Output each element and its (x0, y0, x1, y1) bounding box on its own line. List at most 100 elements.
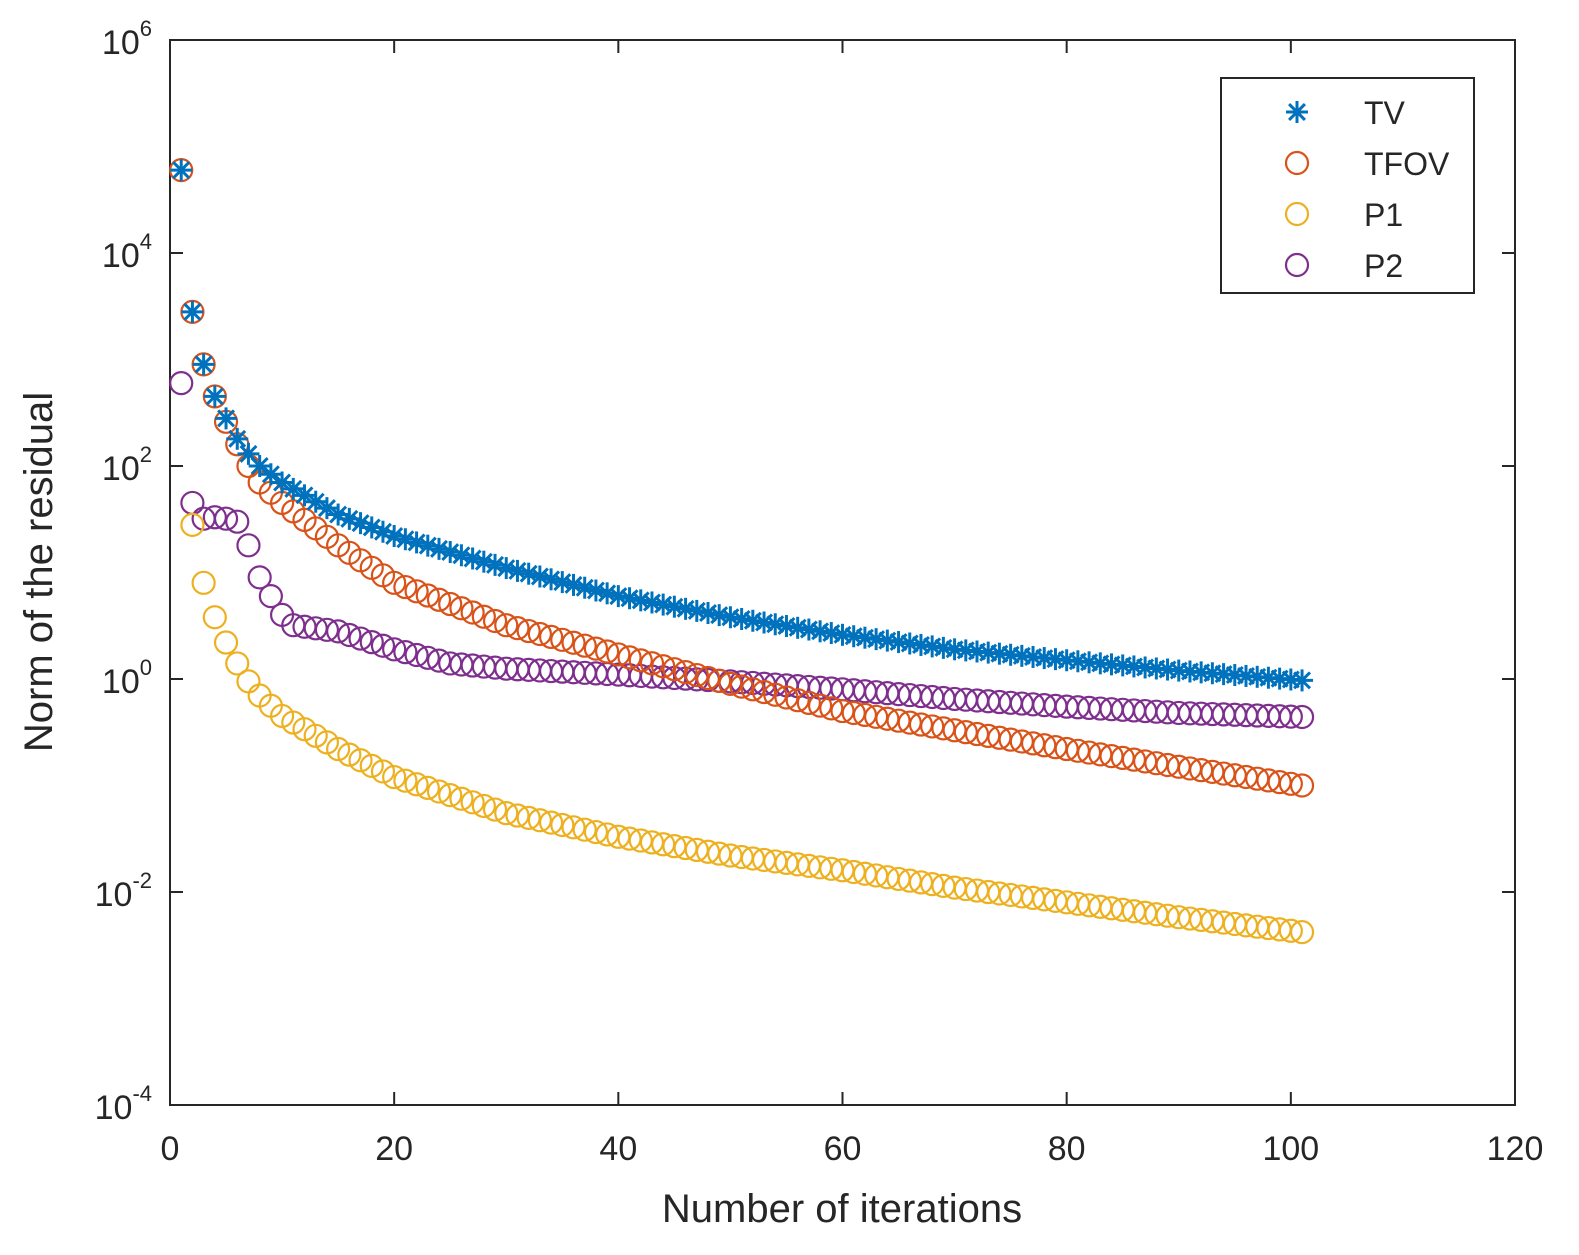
data-point-p1 (1278, 918, 1303, 943)
data-point-p2 (1289, 704, 1315, 730)
data-point-tfov (527, 621, 552, 647)
legend-marker-p2 (1284, 252, 1310, 278)
data-point-tv (428, 537, 450, 560)
data-point-p1 (494, 801, 519, 826)
data-point-p1 (538, 810, 564, 835)
data-point-tfov (505, 616, 530, 641)
y-tick-label: 104 (102, 229, 152, 275)
data-point-tfov (785, 688, 810, 713)
data-point-tfov (415, 583, 440, 608)
data-point-p2 (326, 619, 351, 644)
data-point-tfov (583, 636, 609, 661)
data-point-tfov (393, 574, 418, 600)
data-point-tv (484, 553, 507, 576)
data-point-p1 (595, 822, 620, 847)
legend-marker-tfov (1284, 150, 1310, 176)
legend-marker-tv (1286, 101, 1308, 123)
data-point-tfov (628, 648, 653, 673)
data-point-tfov (516, 618, 541, 644)
data-point-tfov (662, 657, 687, 682)
data-point-p1 (449, 786, 474, 811)
data-point-tv (730, 608, 753, 631)
data-point-tv (528, 565, 551, 588)
legend-marker-p1 (1284, 201, 1310, 227)
data-point-tfov (673, 660, 698, 685)
data-point-tfov (763, 682, 788, 707)
data-point-p1 (516, 805, 541, 830)
data-point-tv (1291, 669, 1314, 692)
data-point-p1 (1289, 920, 1315, 945)
data-point-p2 (225, 509, 250, 534)
data-point-p1 (550, 812, 575, 838)
data-point-p1 (404, 772, 429, 797)
data-point-p2 (314, 617, 340, 642)
data-point-p1 (460, 790, 485, 815)
data-point-tfov (1289, 773, 1315, 798)
data-point-p1 (337, 742, 362, 767)
y-axis-label: Norm of the residual (17, 392, 61, 752)
data-point-tfov (561, 630, 586, 655)
data-point-tfov (796, 690, 821, 716)
y-tick-label: 100 (102, 655, 152, 701)
data-point-p2 (393, 640, 418, 665)
data-point-tfov (606, 642, 631, 667)
data-series (169, 158, 1315, 945)
series-p1 (180, 512, 1315, 945)
data-point-tfov (729, 674, 754, 699)
series-tv (170, 159, 1314, 692)
legend-label-p2: P2 (1364, 248, 1403, 284)
data-point-p1 (359, 753, 384, 778)
data-point-tfov (550, 627, 575, 652)
data-point-tfov (639, 651, 665, 676)
data-point-tv (416, 534, 439, 557)
data-point-tfov (807, 693, 833, 718)
data-point-tfov (460, 600, 485, 625)
data-point-p1 (213, 630, 239, 655)
data-point-p2 (213, 506, 239, 531)
data-point-tfov (382, 570, 407, 595)
legend-label-tfov: TFOV (1364, 146, 1450, 182)
data-point-p1 (393, 768, 418, 793)
data-point-tfov (774, 685, 799, 710)
data-point-tv (181, 300, 204, 323)
y-tick-label: 10-4 (95, 1081, 152, 1127)
data-point-tfov (572, 633, 597, 658)
data-point-p1 (482, 797, 508, 822)
data-point-p1 (426, 779, 452, 804)
data-point-tfov (438, 591, 463, 617)
data-point-tfov (617, 645, 642, 670)
data-point-tv (629, 589, 652, 612)
data-point-tfov (684, 662, 709, 688)
data-point-tv (405, 531, 428, 554)
data-point-p2 (337, 622, 362, 648)
data-point-p1 (527, 808, 552, 833)
data-point-p2 (258, 584, 283, 609)
data-point-tv (383, 525, 406, 548)
x-tick-label: 120 (1487, 1130, 1544, 1168)
legend: TV TFOV P1 P2 (1220, 77, 1475, 294)
y-tick-label: 102 (102, 442, 152, 488)
legend-label-tv: TV (1364, 95, 1406, 131)
x-tick-label: 40 (599, 1130, 637, 1168)
data-point-p2 (348, 626, 373, 651)
data-point-p2 (415, 645, 440, 670)
data-point-p2 (202, 505, 227, 530)
data-point-p2 (1278, 704, 1303, 729)
data-point-tfov (449, 596, 474, 621)
data-point-p1 (471, 793, 496, 819)
data-point-p2 (169, 371, 194, 396)
axis-ticks: 0 20 40 60 80 100 120 10-4 10-2 100 102 104 106 (95, 16, 1544, 1168)
data-point-tfov (404, 579, 429, 604)
data-point-tfov (740, 677, 765, 702)
data-point-p1 (180, 512, 205, 537)
data-point-p2 (236, 533, 261, 558)
y-tick-label: 106 (102, 16, 152, 62)
data-point-p2 (370, 633, 396, 658)
data-point-tv (596, 582, 619, 605)
data-point-p2 (404, 642, 429, 668)
data-point-p2 (382, 637, 407, 662)
data-point-tv (775, 615, 798, 638)
x-tick-label: 60 (824, 1130, 862, 1168)
x-tick-label: 100 (1262, 1130, 1319, 1168)
